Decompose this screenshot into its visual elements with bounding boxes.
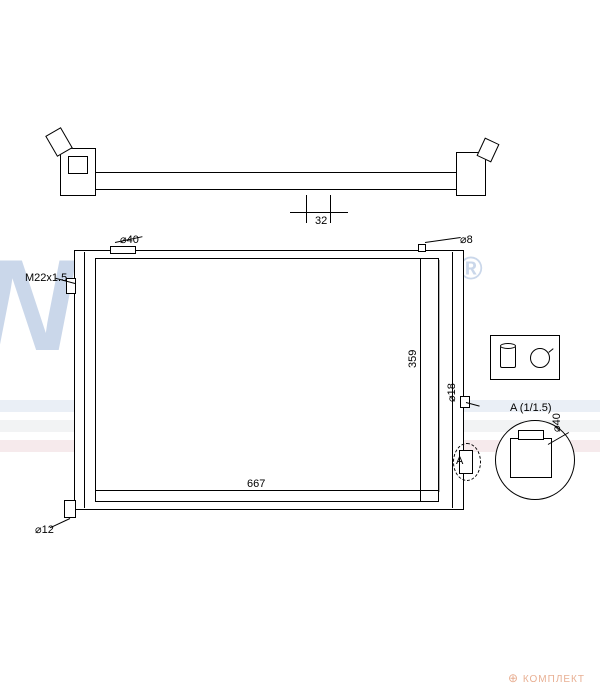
detail-fitting-body bbox=[510, 438, 552, 478]
dim-d8: ⌀8 bbox=[460, 233, 473, 246]
dim-359: 359 bbox=[407, 348, 419, 370]
bottom-port-12 bbox=[64, 500, 76, 518]
top-view-body bbox=[90, 172, 460, 190]
radiator-core bbox=[95, 258, 439, 502]
clip-cylinder-top bbox=[500, 343, 516, 349]
inlet-flange bbox=[110, 246, 136, 254]
footer-logo-text: КОМПЛЕКТ bbox=[523, 674, 585, 685]
top-stud bbox=[418, 244, 426, 252]
tank-ridge-l bbox=[84, 252, 85, 508]
footer-logo: ⊕ КОМПЛЕКТ bbox=[508, 671, 585, 685]
dim-d12: ⌀12 bbox=[35, 523, 54, 536]
dim-667: 667 bbox=[245, 478, 267, 490]
dim-d40: ⌀40 bbox=[120, 233, 139, 246]
dim-line-32-l bbox=[306, 195, 307, 223]
dim-line-32-h bbox=[290, 212, 348, 213]
dim-line-32-r bbox=[330, 195, 331, 223]
detail-label: A (1/1.5) bbox=[510, 402, 552, 414]
clip-clamp bbox=[530, 348, 550, 368]
marker-a: A bbox=[456, 455, 463, 467]
dim-m22: M22x1.5 bbox=[25, 272, 67, 284]
dim-32: 32 bbox=[315, 215, 327, 227]
dim-line-667 bbox=[95, 490, 439, 491]
dim-d18: ⌀18 bbox=[445, 383, 458, 402]
dim-line-359 bbox=[420, 258, 421, 502]
top-right-fitting bbox=[456, 152, 486, 196]
detail-fitting-top bbox=[518, 430, 544, 440]
dim-ext-667-l bbox=[95, 260, 96, 492]
tank-ridge-r bbox=[452, 252, 453, 508]
dim-ext-667-r bbox=[439, 260, 440, 492]
dim-d40-detail: ⌀40 bbox=[550, 413, 563, 432]
top-left-fitting-inner bbox=[68, 156, 88, 174]
clip-cylinder bbox=[500, 346, 516, 368]
